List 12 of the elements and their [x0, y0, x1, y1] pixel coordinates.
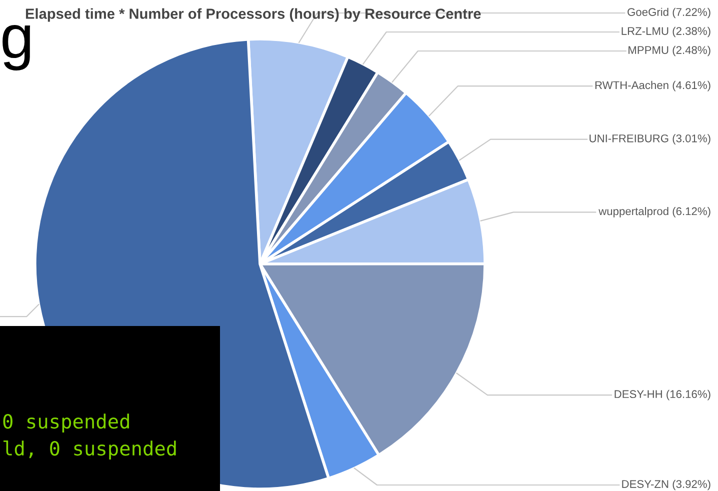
slice-label: MPPMU (2.48%) [628, 46, 710, 56]
slice-label: DESY-ZN (3.92%) [622, 480, 710, 490]
slice-label: LRZ-LMU (2.38%) [622, 26, 710, 38]
slice-label: RWTH-Aachen (4.61%) [595, 80, 710, 92]
slice-label: DESY-HH (16.16%) [614, 390, 710, 400]
slice-label: wuppertalprod (6.12%) [598, 207, 710, 218]
slice-label: GoeGrid (7.22%) [628, 8, 710, 18]
slice-label: UNI-FREIBURG (3.01%) [590, 134, 710, 145]
chart-title: Elapsed time * Number of Processors (hours) by Resource Centre [26, 8, 481, 22]
text: g [2, 25, 30, 70]
text: ld, 0 suspended [4, 440, 176, 460]
text: 0 suspended [3, 414, 129, 432]
